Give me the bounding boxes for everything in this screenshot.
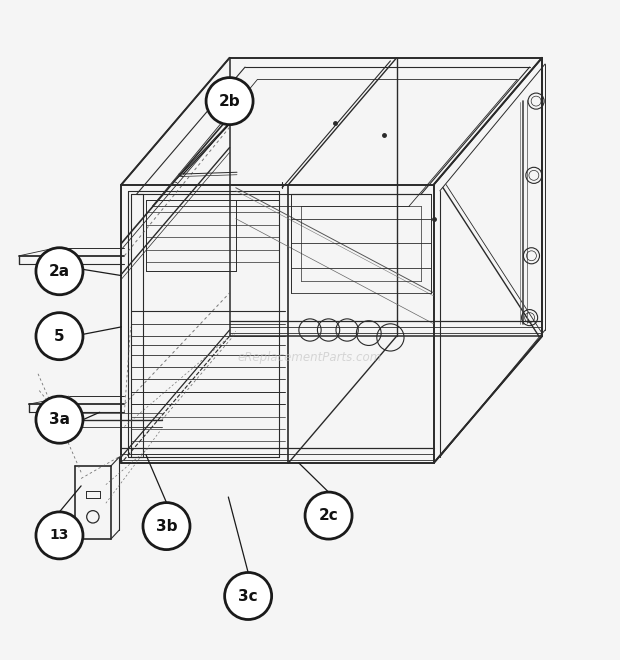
Text: eReplacementParts.com: eReplacementParts.com	[238, 351, 382, 364]
Circle shape	[206, 78, 253, 125]
Text: 2b: 2b	[219, 94, 241, 109]
Text: 3a: 3a	[49, 412, 70, 427]
Circle shape	[36, 248, 83, 295]
Text: 3b: 3b	[156, 519, 177, 533]
Text: 13: 13	[50, 529, 69, 543]
Circle shape	[36, 396, 83, 444]
Circle shape	[36, 313, 83, 360]
Circle shape	[143, 503, 190, 550]
Text: 3c: 3c	[238, 589, 258, 603]
Text: 5: 5	[54, 329, 64, 344]
Circle shape	[36, 512, 83, 559]
Circle shape	[224, 572, 272, 620]
Text: 2c: 2c	[319, 508, 339, 523]
Text: 2a: 2a	[49, 264, 70, 279]
Circle shape	[305, 492, 352, 539]
